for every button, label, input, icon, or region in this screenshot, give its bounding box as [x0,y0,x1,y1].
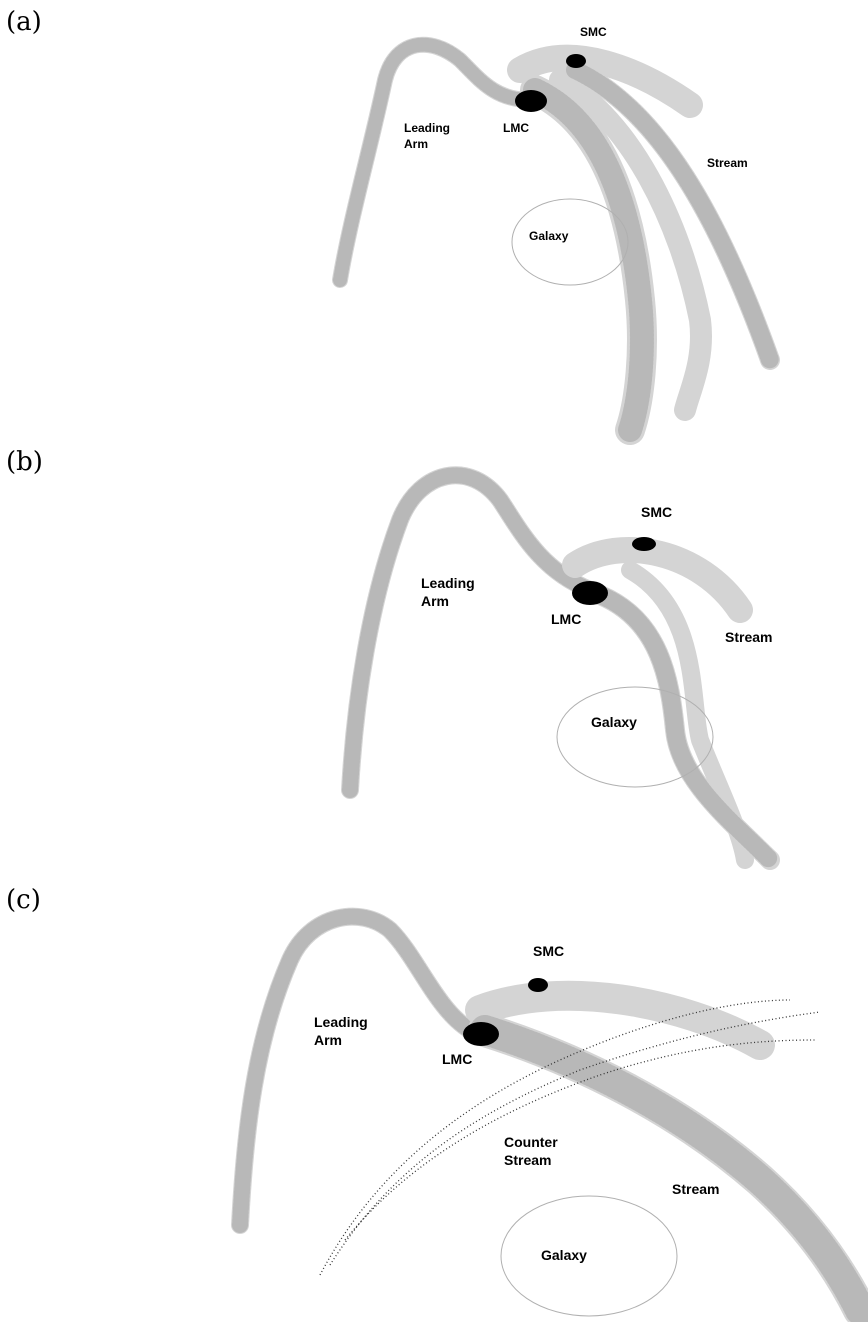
lmc-cloud [463,1022,499,1046]
figure: (a) SMC LMC Leading Arm Stream Galaxy (b… [0,0,868,1322]
particles [350,475,770,860]
stream-label: Stream [725,629,772,645]
leading-arm-label: Leading [314,1014,368,1030]
smc-cloud [632,537,656,551]
panel-label: (b) [6,447,43,477]
panel-c: (c) SMC LMC Leading Arm Counter Stream S… [6,885,860,1316]
counter-stream-label: Stream [504,1152,551,1168]
galaxy-label: Galaxy [529,229,569,243]
leading-arm-label: Arm [404,137,428,151]
lmc-label: LMC [442,1051,472,1067]
lmc-cloud [572,581,608,605]
panel-label: (a) [6,7,42,37]
stream-label: Stream [707,156,748,170]
lmc-cloud [515,90,547,112]
panel-b: (b) SMC LMC Leading Arm Stream Galaxy [6,447,772,860]
lmc-label: LMC [503,121,529,135]
leading-arm-label: Arm [421,593,449,609]
leading-arm-label: Arm [314,1032,342,1048]
counter-stream-label: Counter [504,1134,558,1150]
galaxy-label: Galaxy [591,714,637,730]
leading-arm-label: Leading [404,121,450,135]
panel-a: (a) SMC LMC Leading Arm Stream Galaxy [6,7,770,430]
smc-cloud [528,978,548,992]
smc-label: SMC [580,25,607,39]
stream-label: Stream [672,1181,719,1197]
smc-label: SMC [641,504,672,520]
panel-label: (c) [6,885,41,915]
galaxy-label: Galaxy [541,1247,587,1263]
smc-cloud [566,54,586,68]
galaxy-outline [501,1196,677,1316]
leading-arm-label: Leading [421,575,475,591]
smc-label: SMC [533,943,564,959]
lmc-label: LMC [551,611,581,627]
